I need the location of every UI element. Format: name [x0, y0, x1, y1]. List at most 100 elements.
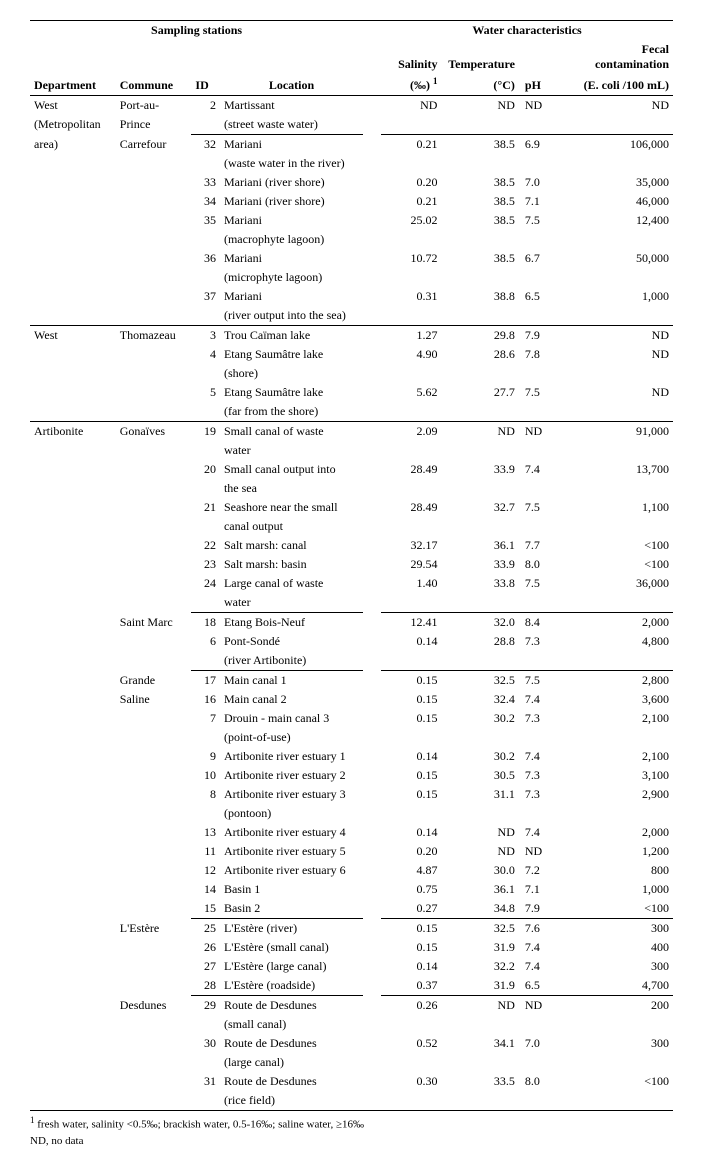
cell-tmp: 28.6: [441, 345, 518, 364]
cell-fec: 4,800: [561, 632, 673, 651]
cell-idc: 29: [191, 996, 220, 1016]
cell-loc: (shore): [220, 364, 363, 383]
cell-idc: [191, 479, 220, 498]
cell-sal: 28.49: [381, 498, 441, 517]
cell-idc: 28: [191, 976, 220, 996]
cell-ph: 7.1: [519, 880, 561, 899]
cell-sal: 0.52: [381, 1034, 441, 1053]
cell-loc: (small canal): [220, 1015, 363, 1034]
cell-tmp: [441, 306, 518, 326]
cell-fec: [561, 728, 673, 747]
cell-tmp: 28.8: [441, 632, 518, 651]
cell-idc: 24: [191, 574, 220, 593]
cell-com: [116, 823, 192, 842]
cell-ph: 7.1: [519, 192, 561, 211]
cell-loc: water: [220, 441, 363, 460]
table-row: (river Artibonite): [30, 651, 673, 671]
cell-fec: 4,700: [561, 976, 673, 996]
cell-loc: Mariani (river shore): [220, 192, 363, 211]
cell-com: Grande: [116, 671, 192, 691]
cell-tmp: 31.9: [441, 938, 518, 957]
table-row: ArtiboniteGonaïves19Small canal of waste…: [30, 422, 673, 442]
cell-idc: 33: [191, 173, 220, 192]
cell-ph: 7.5: [519, 671, 561, 691]
cell-fec: 1,000: [561, 287, 673, 306]
cell-loc: (waste water in the river): [220, 154, 363, 173]
cell-com: [116, 861, 192, 880]
cell-tmp: [441, 441, 518, 460]
cell-idc: [191, 441, 220, 460]
cell-sal: 25.02: [381, 211, 441, 230]
cell-dep: [30, 555, 116, 574]
cell-dep: [30, 1034, 116, 1053]
cell-sal: 0.14: [381, 823, 441, 842]
cell-dep: West: [30, 96, 116, 116]
cell-loc: Drouin - main canal 3: [220, 709, 363, 728]
cell-idc: 5: [191, 383, 220, 402]
cell-com: [116, 192, 192, 211]
cell-sal: 10.72: [381, 249, 441, 268]
cell-idc: 10: [191, 766, 220, 785]
footnote-1: 1 fresh water, salinity <0.5‰; brackish …: [30, 1115, 673, 1131]
table-row: Desdunes29Route de Desdunes0.26NDND200: [30, 996, 673, 1016]
cell-dep: [30, 1091, 116, 1111]
cell-spacer: [363, 268, 381, 287]
cell-ph: 6.9: [519, 135, 561, 155]
cell-spacer: [363, 919, 381, 939]
table-row: (rice field): [30, 1091, 673, 1111]
cell-idc: [191, 517, 220, 536]
cell-idc: 16: [191, 690, 220, 709]
cell-ph: 7.4: [519, 938, 561, 957]
header-sampling: Sampling stations: [30, 21, 363, 41]
table-row: 13Artibonite river estuary 40.14ND7.42,0…: [30, 823, 673, 842]
cell-idc: 25: [191, 919, 220, 939]
cell-tmp: [441, 1015, 518, 1034]
table-row: 22Salt marsh: canal32.1736.17.7<100: [30, 536, 673, 555]
cell-tmp: 33.9: [441, 460, 518, 479]
cell-idc: [191, 728, 220, 747]
cell-dep: [30, 899, 116, 919]
cell-loc: Small canal of waste: [220, 422, 363, 442]
cell-idc: 23: [191, 555, 220, 574]
cell-loc: Artibonite river estuary 4: [220, 823, 363, 842]
cell-com: [116, 479, 192, 498]
cell-ph: [519, 804, 561, 823]
cell-fec: 1,200: [561, 842, 673, 861]
table-row: water: [30, 441, 673, 460]
cell-com: [116, 460, 192, 479]
cell-spacer: [363, 1072, 381, 1091]
cell-sal: 32.17: [381, 536, 441, 555]
cell-tmp: 30.5: [441, 766, 518, 785]
cell-loc: (far from the shore): [220, 402, 363, 422]
cell-fec: <100: [561, 1072, 673, 1091]
cell-loc: Main canal 1: [220, 671, 363, 691]
header-water: Water characteristics: [381, 21, 673, 41]
cell-com: [116, 402, 192, 422]
cell-idc: 9: [191, 747, 220, 766]
cell-loc: Artibonite river estuary 5: [220, 842, 363, 861]
cell-spacer: [363, 498, 381, 517]
cell-ph: 7.8: [519, 345, 561, 364]
cell-loc: Seashore near the small: [220, 498, 363, 517]
cell-ph: [519, 651, 561, 671]
table-row: Saline16Main canal 20.1532.47.43,600: [30, 690, 673, 709]
cell-ph: [519, 1091, 561, 1111]
cell-sal: [381, 1015, 441, 1034]
header-ph: pH: [519, 40, 561, 96]
cell-com: [116, 709, 192, 728]
cell-com: Desdunes: [116, 996, 192, 1016]
cell-com: Thomazeau: [116, 326, 192, 346]
cell-ph: 7.0: [519, 173, 561, 192]
header-commune: Commune: [116, 40, 192, 96]
table-row: (waste water in the river): [30, 154, 673, 173]
cell-dep: [30, 613, 116, 633]
cell-com: [116, 249, 192, 268]
cell-tmp: 33.8: [441, 574, 518, 593]
header-location: Location: [220, 40, 363, 96]
cell-loc: Artibonite river estuary 1: [220, 747, 363, 766]
cell-spacer: [363, 460, 381, 479]
cell-loc: Pont-Sondé: [220, 632, 363, 651]
cell-ph: [519, 115, 561, 135]
cell-fec: <100: [561, 536, 673, 555]
cell-sal: 0.15: [381, 690, 441, 709]
